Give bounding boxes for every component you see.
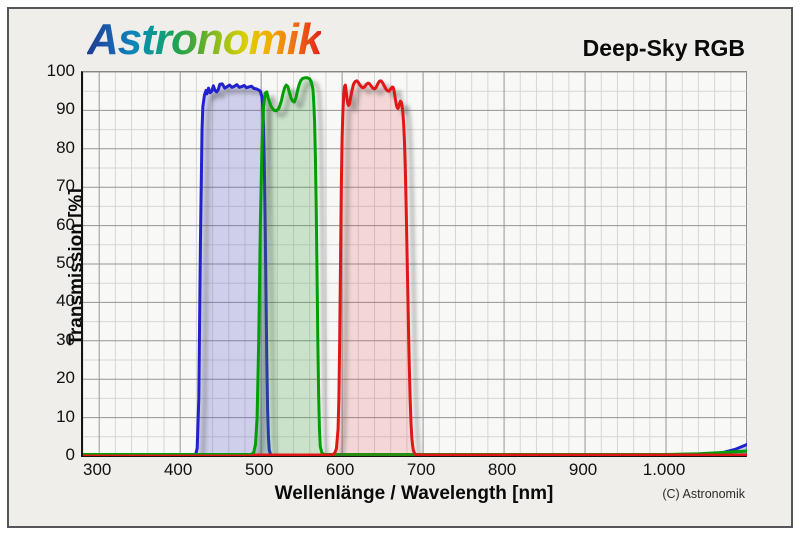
- y-tick-label: 60: [56, 214, 75, 234]
- y-tick-label: 10: [56, 406, 75, 426]
- astronomik-logo: Astronomik: [87, 15, 322, 64]
- red-filter-curve: [83, 79, 747, 456]
- chart-title: Deep-Sky RGB: [582, 35, 745, 61]
- y-tick-label: 0: [65, 445, 75, 464]
- y-tick-label: 70: [56, 176, 75, 196]
- chart-frame: Astronomik Deep-Sky RGB Transmission [%]…: [7, 7, 793, 528]
- plot-area: [81, 71, 747, 457]
- x-tick-label: 300: [83, 460, 112, 479]
- x-axis-title: Wellenlänge / Wavelength [nm]: [274, 483, 554, 504]
- y-tick-label: 40: [56, 291, 75, 311]
- y-tick-label: 20: [56, 368, 75, 388]
- blue-filter-curve: [83, 82, 747, 456]
- y-tick-label: 100: [46, 61, 75, 80]
- copyright-text: (C) Astronomik: [662, 487, 745, 501]
- y-tick-label: 80: [56, 137, 75, 157]
- x-tick-label: 800: [487, 460, 517, 479]
- transmission-chart-svg: [83, 72, 747, 456]
- x-tick-label: 1.000: [642, 460, 686, 479]
- green-filter-curve: [83, 76, 747, 456]
- x-tick-label: 400: [163, 460, 193, 479]
- x-tick-label: 500: [244, 460, 274, 479]
- blue-filter-area: [83, 83, 747, 456]
- green-filter-area: [83, 77, 747, 456]
- y-tick-label: 90: [56, 99, 75, 119]
- x-tick-label: 900: [568, 460, 598, 479]
- x-tick-label: 600: [325, 460, 355, 479]
- x-tick-label: 700: [406, 460, 436, 479]
- y-tick-label: 30: [56, 329, 75, 349]
- red-filter-area: [83, 80, 747, 456]
- y-tick-label: 50: [56, 253, 75, 272]
